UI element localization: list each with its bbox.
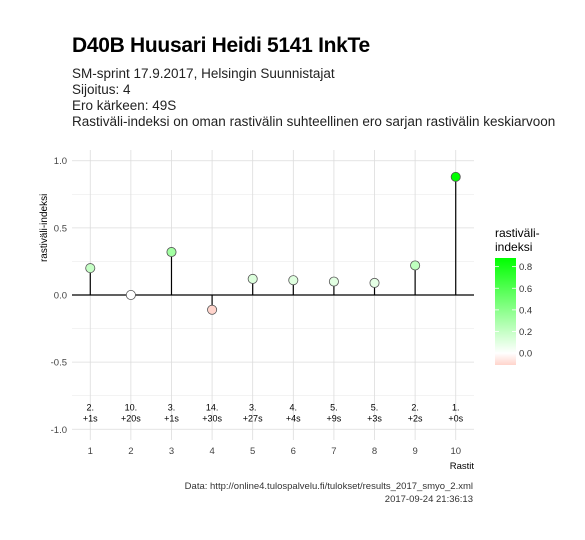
split-rank-label: 2. (411, 402, 419, 412)
legend-tick-label: 0.0 (519, 349, 532, 360)
y-tick-label: -1.0 (51, 425, 67, 436)
lollipop-point (410, 260, 421, 271)
split-time-label: +3s (367, 413, 382, 423)
x-tick-label: 4 (209, 446, 214, 457)
chart-title: D40B Huusari Heidi 5141 InkTe (72, 34, 370, 57)
legend-tick-label: 0.8 (519, 262, 532, 273)
split-time-label: +2s (408, 413, 423, 423)
legend-colorbar (495, 258, 516, 365)
chart-subtitle-rank: Sijoitus: 4 (72, 82, 131, 97)
lollipop-point (247, 273, 258, 284)
lollipop-point (288, 275, 299, 286)
lollipop-point (450, 171, 461, 182)
x-tick-label: 10 (450, 446, 461, 457)
split-time-label: +9s (327, 413, 342, 423)
lollipop-marks (85, 171, 461, 315)
y-tick-label: -0.5 (51, 358, 67, 369)
y-tick-label: 0.0 (54, 291, 67, 302)
split-time-label: +27s (243, 413, 263, 423)
legend-title: rastiväli- (495, 226, 540, 240)
x-tick-label: 6 (291, 446, 296, 457)
lollipop-point (328, 276, 339, 287)
split-time-label: +4s (286, 413, 301, 423)
y-tick-label: 1.0 (54, 156, 67, 167)
split-rank-label: 5. (371, 402, 379, 412)
split-rank-label: 2. (87, 402, 95, 412)
chart-subtitle-gap: Ero kärkeen: 49S (72, 98, 177, 113)
split-rank-label: 3. (168, 402, 176, 412)
lollipop-point (207, 304, 218, 315)
split-rank-label: 14. (206, 402, 219, 412)
x-axis-label: Rastit (450, 461, 475, 472)
split-rank-label: 5. (330, 402, 338, 412)
x-tick-label: 3 (169, 446, 174, 457)
split-time-label: +20s (121, 413, 141, 423)
y-tick-label: 0.5 (54, 223, 67, 234)
legend-tick-label: 0.2 (519, 327, 532, 338)
lollipop-point (166, 247, 177, 258)
split-time-label: +30s (202, 413, 222, 423)
split-rank-label: 4. (290, 402, 298, 412)
split-time-label: +1s (164, 413, 179, 423)
x-tick-label: 8 (372, 446, 377, 457)
lollipop-point (125, 289, 136, 300)
x-tick-label: 1 (88, 446, 93, 457)
y-axis: 1.0 0.5 0.0 -0.5 -1.0 rastiväli-indeksi (39, 156, 67, 436)
legend-tick-label: 0.6 (519, 284, 532, 295)
lollipop-point (369, 277, 380, 288)
legend-tick-label: 0.4 (519, 305, 532, 316)
y-axis-label: rastiväli-indeksi (39, 194, 50, 262)
split-rank-label: 10. (125, 402, 138, 412)
split-labels: 2.+1s10.+20s3.+1s14.+30s3.+27s4.+4s5.+9s… (83, 402, 464, 423)
lollipop-point (85, 263, 96, 274)
split-time-label: +0s (448, 413, 463, 423)
chart-subtitle-event: SM-sprint 17.9.2017, Helsingin Suunnista… (72, 66, 335, 81)
legend-title: indeksi (495, 240, 532, 254)
split-time-label: +1s (83, 413, 98, 423)
split-rank-label: 1. (452, 402, 460, 412)
chart-caption-timestamp: 2017-09-24 21:36:13 (384, 494, 473, 505)
x-tick-label: 5 (250, 446, 255, 457)
x-tick-label: 9 (412, 446, 417, 457)
x-tick-label: 7 (331, 446, 336, 457)
split-rank-label: 3. (249, 402, 257, 412)
color-legend: rastiväli-indeksi 0.8 0.6 0.4 0.2 0.0 (495, 226, 540, 365)
chart-subtitle-explanation: Rastiväli-indeksi on oman rastivälin suh… (72, 114, 556, 129)
x-tick-label: 2 (128, 446, 133, 457)
x-axis: 1 2 3 4 5 6 7 8 9 10 Rastit (88, 446, 475, 472)
chart-caption-source: Data: http://online4.tulospalvelu.fi/tul… (184, 481, 473, 492)
